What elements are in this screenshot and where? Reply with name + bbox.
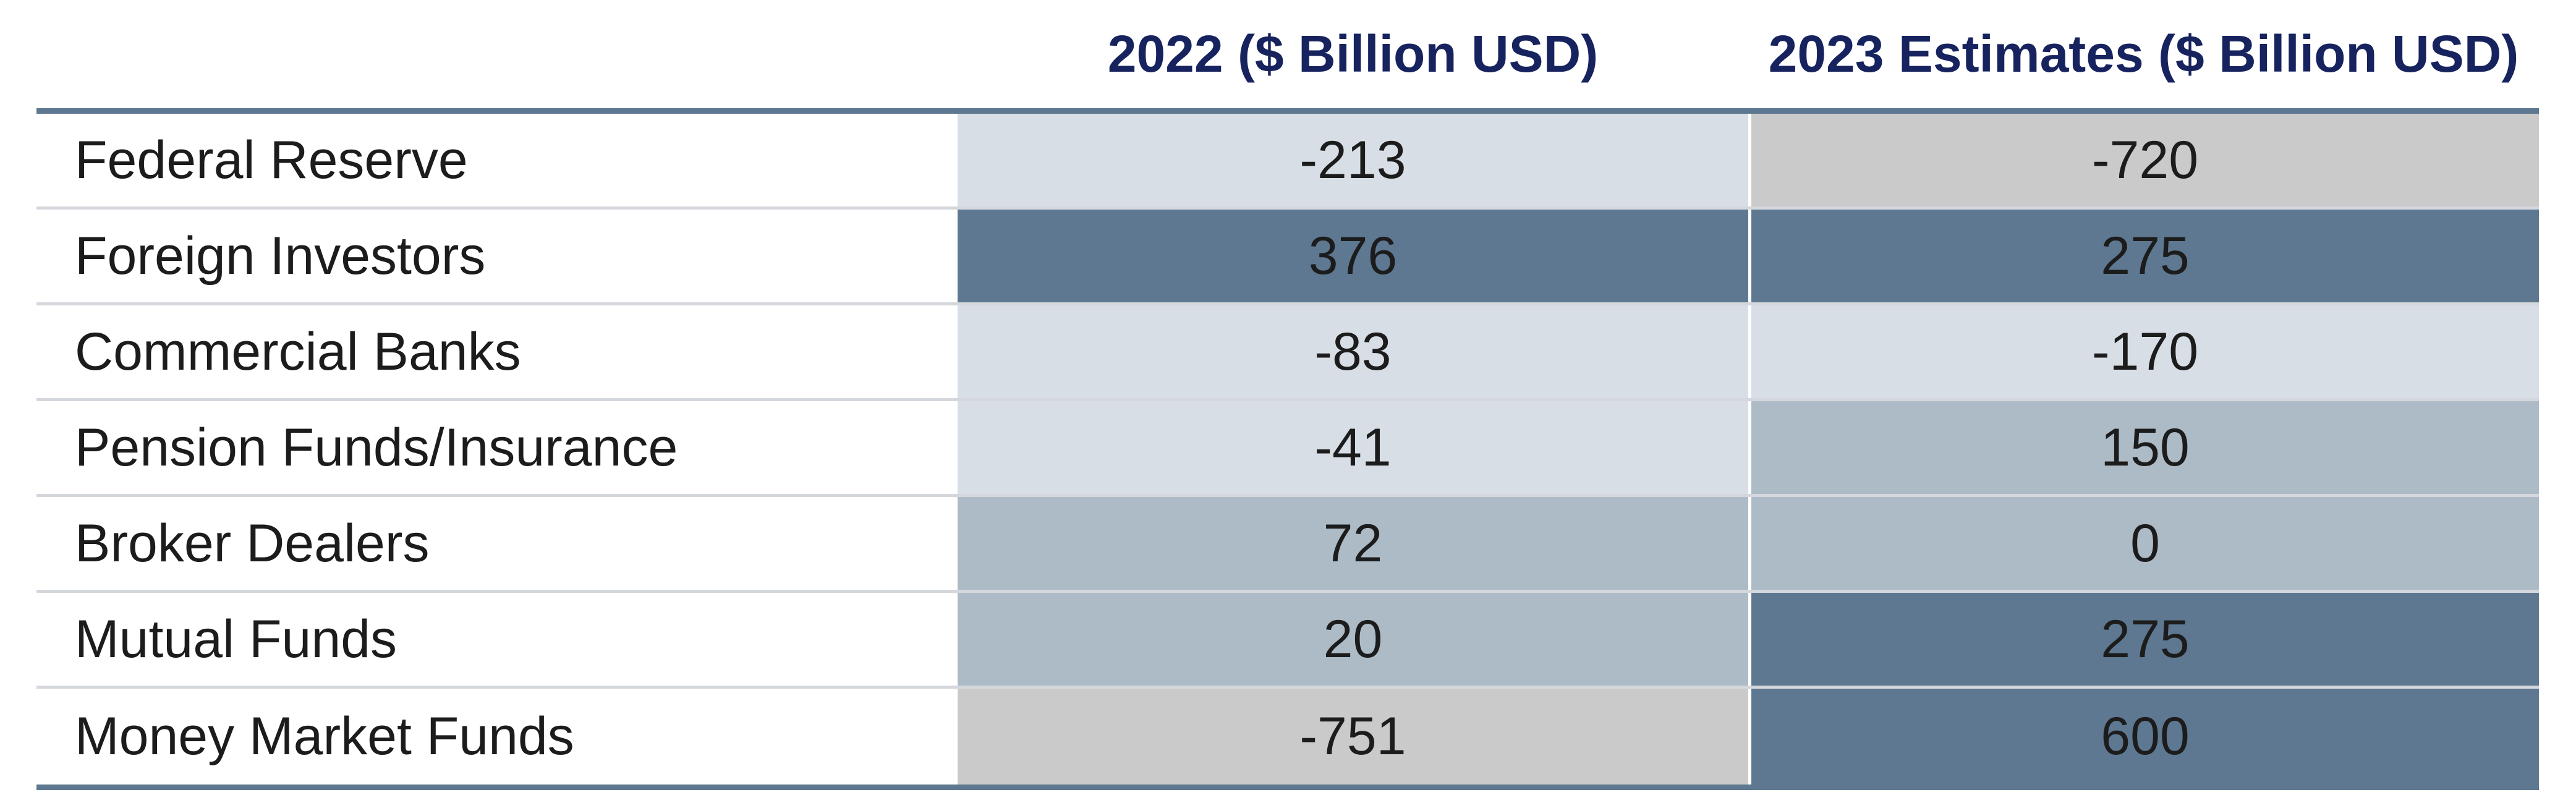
table-row: Commercial Banks -83 -170 (36, 305, 2539, 401)
row-label: Foreign Investors (36, 210, 958, 302)
value-cell: 20 (958, 593, 1748, 686)
data-table: 2022 ($ Billion USD) 2023 Estimates ($ B… (36, 0, 2539, 790)
row-label: Mutual Funds (36, 593, 958, 686)
table-row: Federal Reserve -213 -720 (36, 114, 2539, 210)
row-label: Pension Funds/Insurance (36, 401, 958, 494)
row-label: Money Market Funds (36, 689, 958, 785)
header-rule (36, 108, 2539, 114)
value-cell: -751 (958, 689, 1748, 785)
value-cell: -213 (958, 114, 1748, 206)
table-row: Broker Dealers 72 0 (36, 497, 2539, 593)
column-header-2022: 2022 ($ Billion USD) (1107, 25, 1599, 83)
value-cell: 0 (1748, 497, 2539, 590)
table-row: Money Market Funds -751 600 (36, 689, 2539, 785)
table-row: Pension Funds/Insurance -41 150 (36, 401, 2539, 497)
column-header-2023: 2023 Estimates ($ Billion USD) (1768, 25, 2519, 83)
row-label: Federal Reserve (36, 114, 958, 206)
bottom-rule (36, 785, 2539, 790)
value-cell: 275 (1748, 593, 2539, 686)
row-label: Commercial Banks (36, 305, 958, 398)
value-cell: -720 (1748, 114, 2539, 206)
value-cell: 150 (1748, 401, 2539, 494)
value-cell: -41 (958, 401, 1748, 494)
value-cell: 600 (1748, 689, 2539, 785)
table-row: Mutual Funds 20 275 (36, 593, 2539, 689)
value-cell: 376 (958, 210, 1748, 302)
value-cell: 72 (958, 497, 1748, 590)
row-label: Broker Dealers (36, 497, 958, 590)
value-cell: -83 (958, 305, 1748, 398)
table-header: 2022 ($ Billion USD) 2023 Estimates ($ B… (36, 0, 2539, 108)
table-row: Foreign Investors 376 275 (36, 210, 2539, 305)
value-cell: 275 (1748, 210, 2539, 302)
value-cell: -170 (1748, 305, 2539, 398)
